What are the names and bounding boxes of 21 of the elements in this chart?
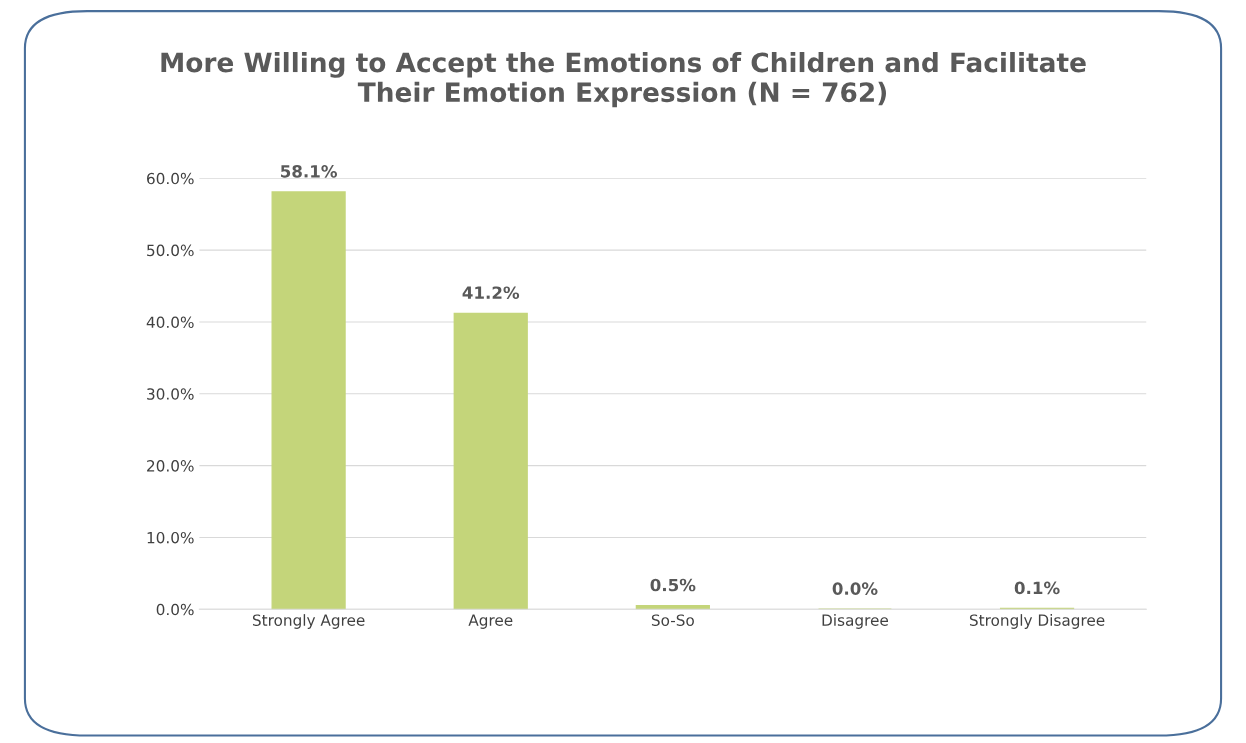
x-tick-label: Strongly Disagree	[969, 614, 1105, 629]
y-tick-label: 0.0%	[156, 603, 194, 616]
bar	[453, 312, 528, 610]
x-tick-label: Agree	[468, 614, 513, 629]
data-label: 0.1%	[1014, 581, 1060, 595]
data-label: 58.1%	[281, 165, 338, 178]
data-label: 0.5%	[650, 578, 696, 592]
x-tick-label: Strongly Agree	[252, 614, 365, 629]
data-label: 0.0%	[832, 582, 878, 595]
y-tick-label: 10.0%	[147, 531, 194, 544]
y-tick-label: 50.0%	[147, 244, 194, 257]
y-tick-label: 30.0%	[147, 388, 194, 400]
bar	[271, 191, 346, 610]
x-tick-label: Disagree	[822, 614, 889, 629]
y-tick-label: 20.0%	[147, 460, 194, 472]
bar	[635, 604, 710, 610]
y-tick-label: 40.0%	[146, 316, 194, 328]
x-tick-label: So-So	[651, 614, 694, 626]
y-tick-label: 60.0%	[147, 172, 194, 185]
chart-title: More Willing to Accept the Emotions of Children and Facilitate Their Emotion Expression (N = 762)	[161, 52, 1086, 108]
data-label: 41.2%	[462, 286, 520, 300]
